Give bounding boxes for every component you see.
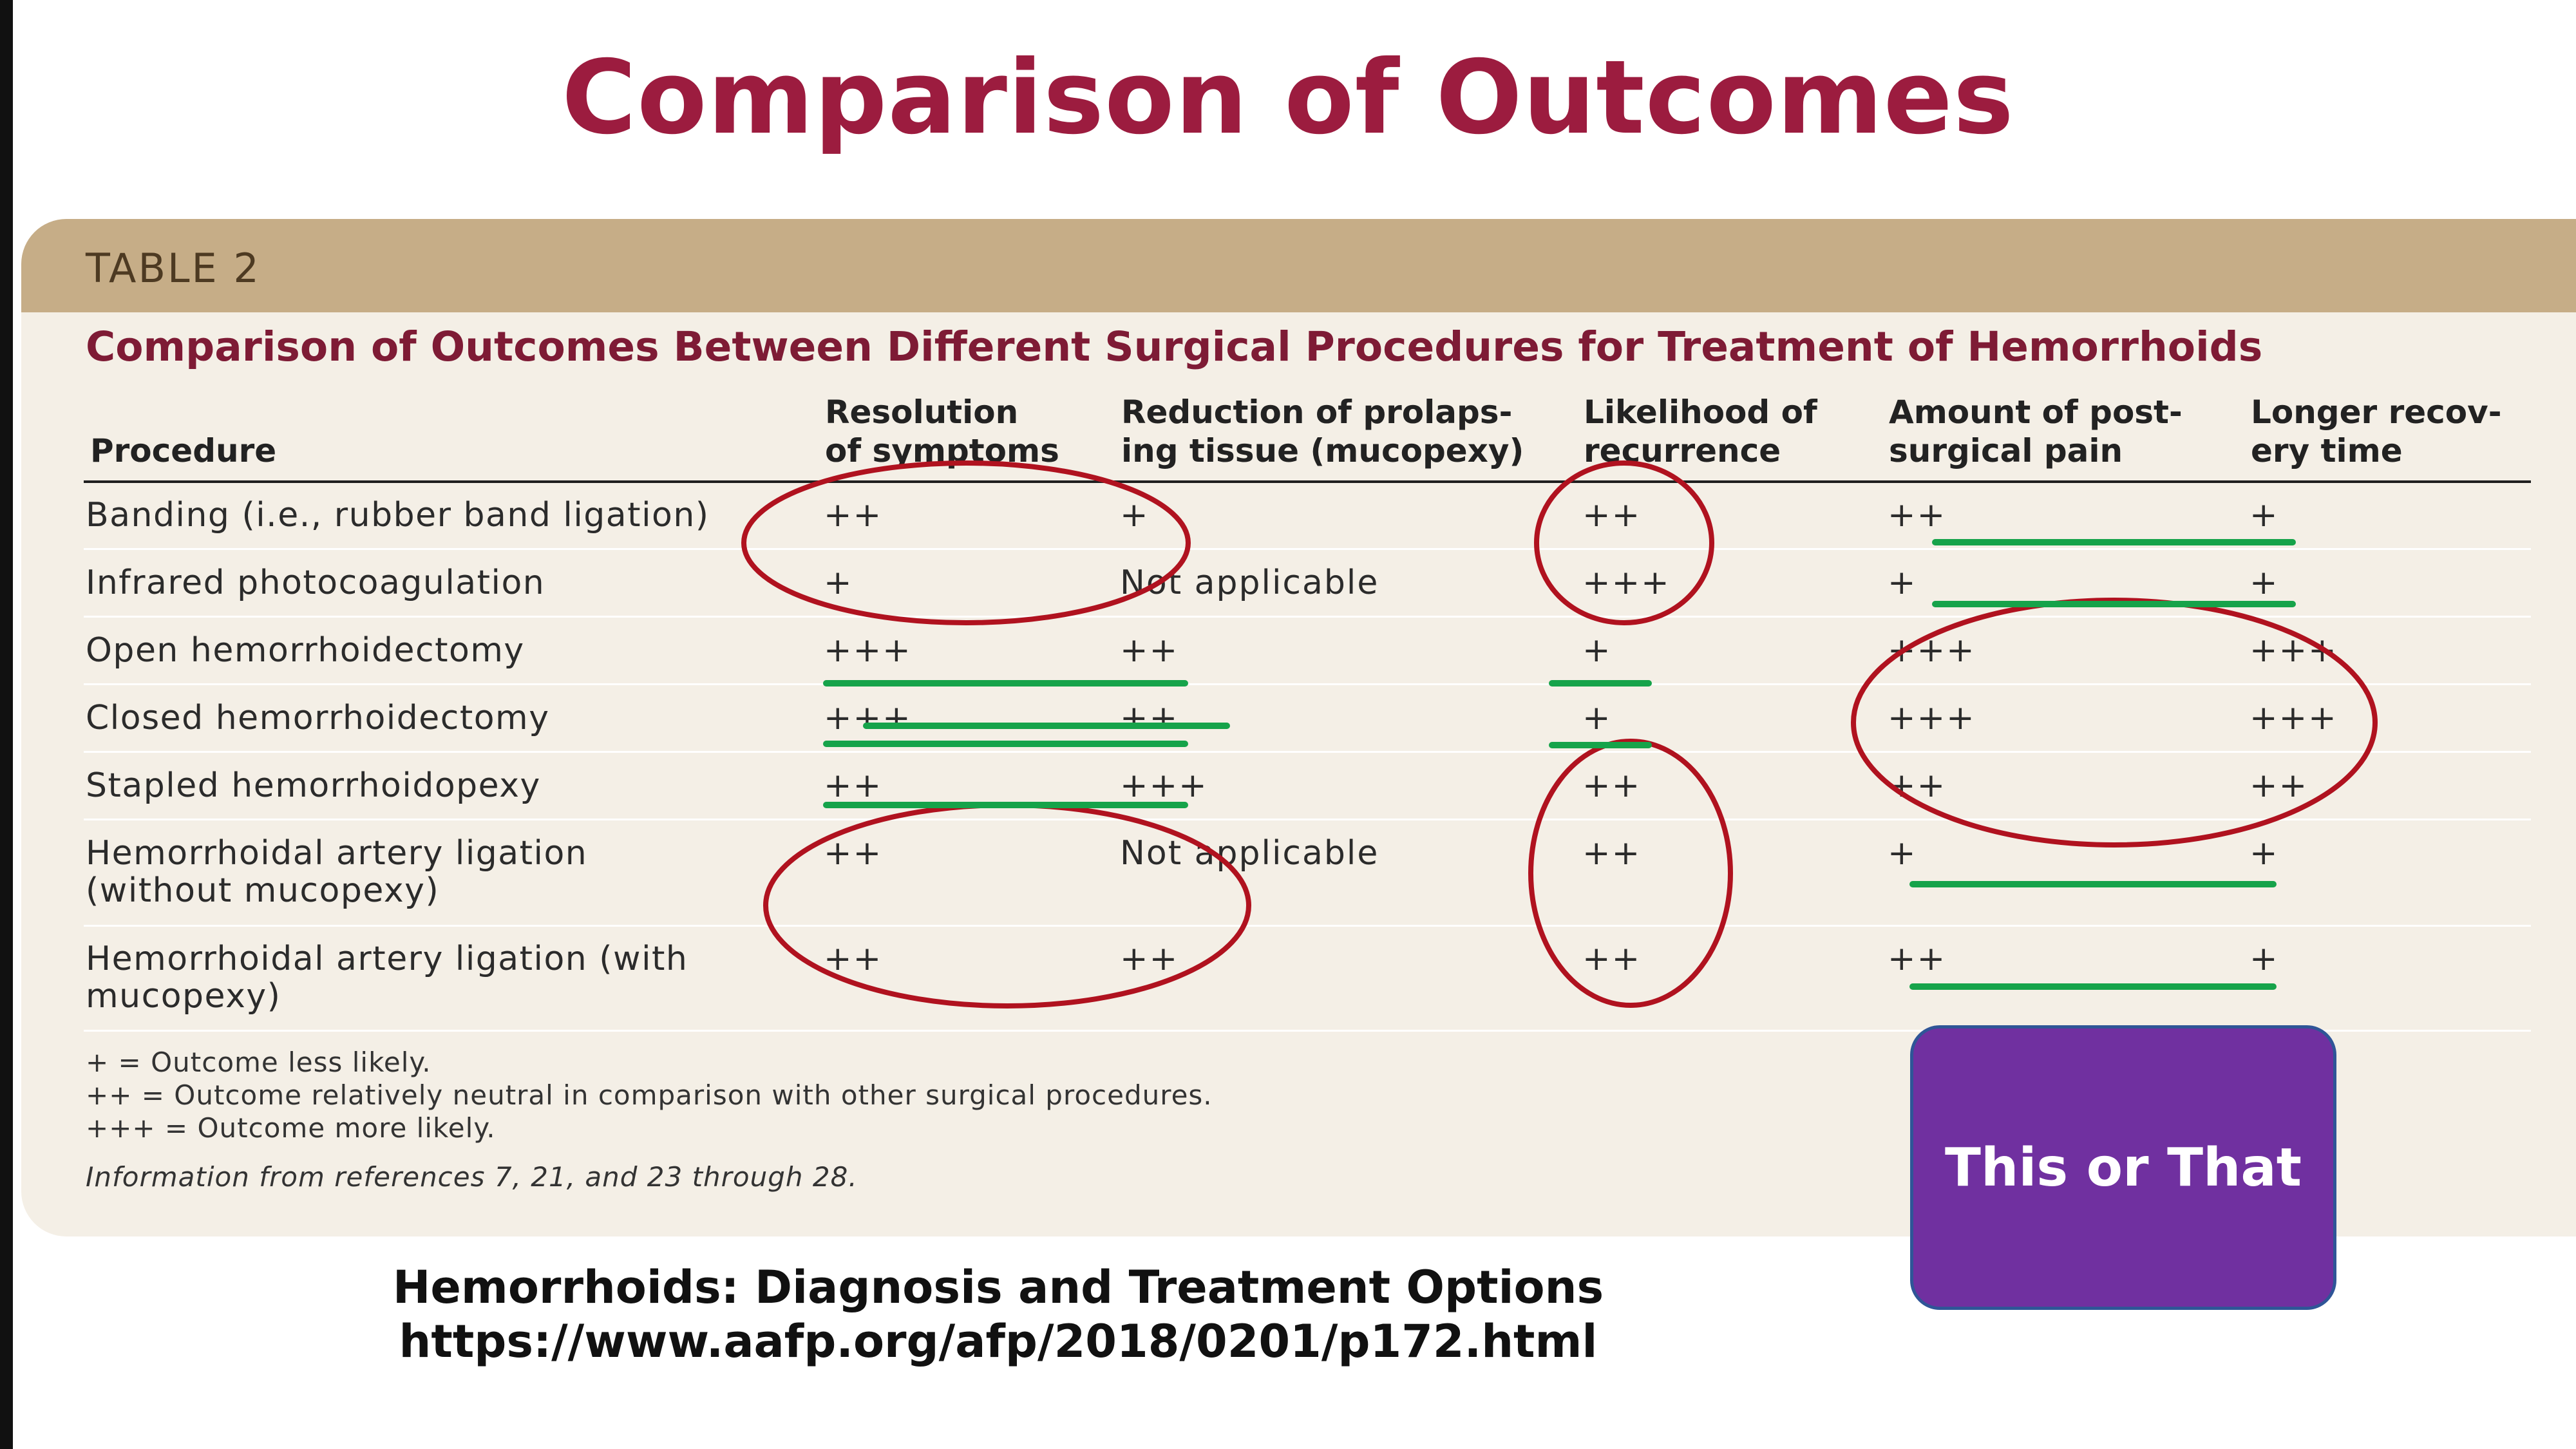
cell-reduction: +++ (1120, 766, 1208, 805)
cell-pain: +++ (1888, 699, 1976, 737)
row-divider (84, 1030, 2531, 1032)
cell-recovery: ++ (2249, 766, 2309, 805)
row-divider (84, 548, 2531, 550)
row-divider (84, 683, 2531, 685)
table-label: TABLE 2 (86, 245, 261, 292)
slide-title: Comparison of Outcomes (562, 39, 2014, 157)
this-or-that-button[interactable]: This or That (1910, 1025, 2336, 1310)
slide-edge-bar (0, 0, 13, 1449)
cell-reduction: ++ (1120, 940, 1179, 978)
table-card: TABLE 2 Comparison of Outcomes Between D… (21, 219, 2576, 1236)
cell-resolution: ++ (824, 496, 883, 535)
red-circle-annotation (1851, 598, 2378, 848)
legend-line: + = Outcome less likely. (86, 1046, 431, 1078)
cell-recurrence: ++ (1582, 496, 1642, 535)
table-heading: Comparison of Outcomes Between Different… (86, 323, 2263, 370)
row-divider (84, 819, 2531, 820)
cell-pain: ++ (1888, 766, 1947, 805)
article-title: Hemorrhoids: Diagnosis and Treatment Opt… (392, 1261, 1604, 1314)
row-procedure: Closed hemorrhoidectomy (86, 699, 550, 737)
legend-line: +++ = Outcome more likely. (86, 1112, 496, 1144)
header-recovery: Longer recov- ery time (2251, 393, 2502, 469)
header-rule (84, 480, 2531, 483)
article-url[interactable]: https://www.aafp.org/afp/2018/0201/p172.… (399, 1315, 1598, 1368)
cell-recurrence: +++ (1582, 564, 1671, 602)
cell-resolution: ++ (824, 834, 883, 873)
red-circle-annotation (1528, 739, 1733, 1008)
cell-recurrence: + (1582, 631, 1612, 670)
cell-recovery: + (2249, 940, 2279, 978)
cell-recovery: +++ (2249, 699, 2338, 737)
row-procedure: Hemorrhoidal artery ligation (with mucop… (86, 940, 688, 1016)
cell-reduction: ++ (1120, 631, 1179, 670)
cell-resolution: + (824, 564, 853, 602)
cell-pain: ++ (1888, 940, 1947, 978)
header-procedure: Procedure (90, 432, 277, 469)
cell-pain: + (1888, 834, 1917, 873)
row-divider (84, 751, 2531, 753)
cell-pain: + (1888, 564, 1917, 602)
row-procedure: Infrared photocoagulation (86, 564, 545, 602)
row-procedure: Hemorrhoidal artery ligation (without mu… (86, 834, 588, 910)
this-or-that-label: This or That (1945, 1137, 2302, 1198)
cell-resolution: +++ (824, 699, 912, 737)
row-divider (84, 925, 2531, 927)
cell-pain: ++ (1888, 496, 1947, 535)
cell-recurrence: ++ (1582, 940, 1642, 978)
red-circle-annotation (1534, 460, 1714, 625)
cell-reduction: Not applicable (1120, 834, 1379, 873)
row-procedure: Open hemorrhoidectomy (86, 631, 525, 670)
header-reduction: Reduction of prolaps- ing tissue (mucope… (1121, 393, 1524, 469)
cell-recurrence: ++ (1582, 766, 1642, 805)
cell-recovery: + (2249, 496, 2279, 535)
header-resolution: Resolution of symptoms (825, 393, 1059, 469)
cell-recovery: + (2249, 564, 2279, 602)
row-procedure: Banding (i.e., rubber band ligation) (86, 496, 710, 535)
row-procedure: Stapled hemorrhoidopexy (86, 766, 541, 805)
cell-resolution: ++ (824, 940, 883, 978)
cell-recurrence: + (1582, 699, 1612, 737)
cell-recurrence: ++ (1582, 834, 1642, 873)
cell-resolution: +++ (824, 631, 912, 670)
cell-recovery: + (2249, 834, 2279, 873)
header-pain: Amount of post- surgical pain (1889, 393, 2183, 469)
cell-resolution: ++ (824, 766, 883, 805)
table-label-band (21, 219, 2576, 312)
source-note: Information from references 7, 21, and 2… (86, 1161, 858, 1193)
legend-line: ++ = Outcome relatively neutral in compa… (86, 1079, 1213, 1111)
red-circle-annotation (763, 802, 1251, 1009)
cell-reduction: + (1120, 496, 1150, 535)
red-circle-annotation (741, 460, 1191, 625)
row-divider (84, 616, 2531, 618)
cell-reduction: ++ (1120, 699, 1179, 737)
